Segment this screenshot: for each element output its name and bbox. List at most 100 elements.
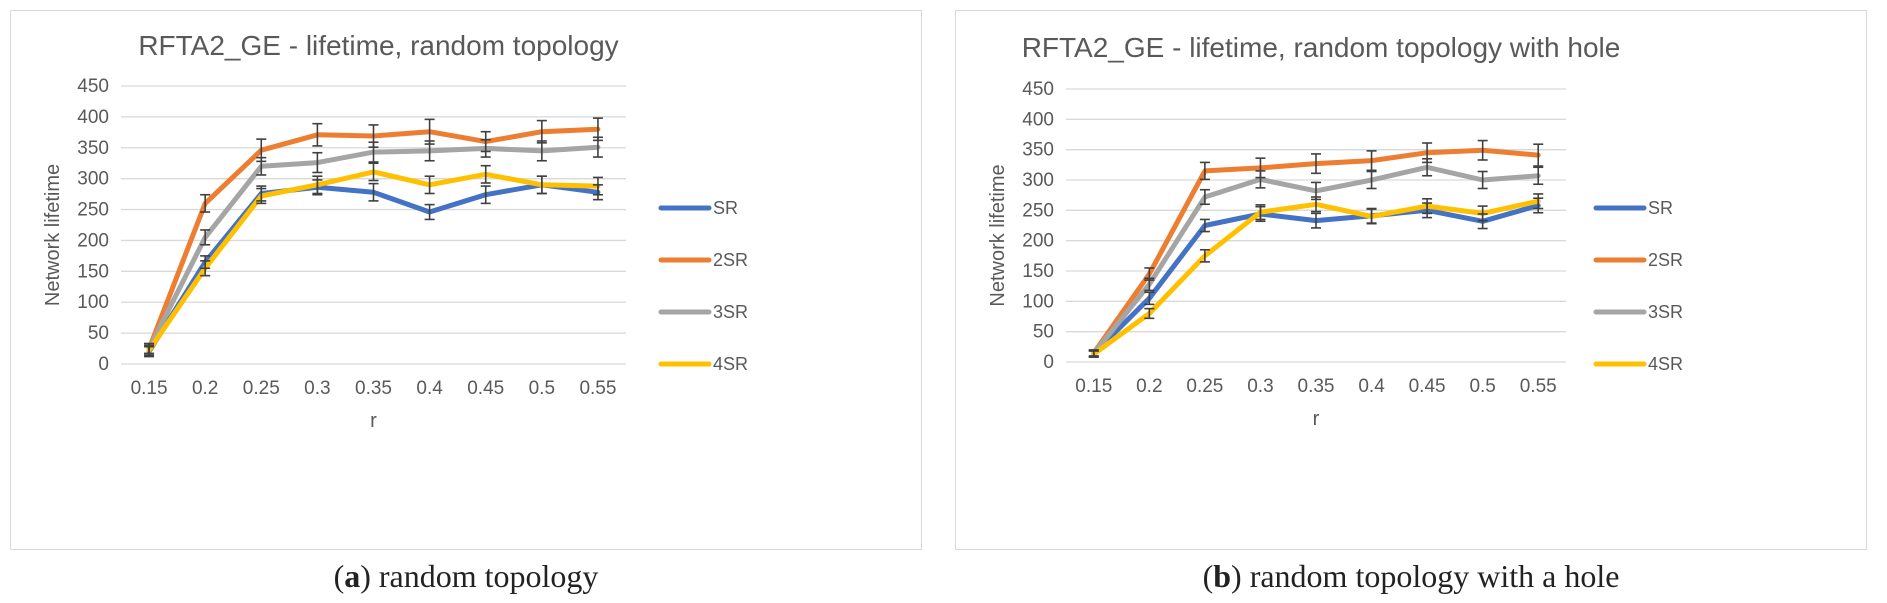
chart-a-svg: RFTA2_GE - lifetime, random topology 0 50 1… bbox=[42, 30, 748, 432]
chart-b-x-tick-label: 0.2 bbox=[1136, 376, 1162, 397]
chart-b-x-tick-label: 0.35 bbox=[1298, 376, 1335, 397]
chart-b-error-bar bbox=[1533, 166, 1544, 186]
chart-b-x-tick-label: 0.4 bbox=[1358, 376, 1385, 397]
chart-b-error-bar bbox=[1533, 193, 1544, 210]
chart-a-error-bar bbox=[256, 187, 267, 205]
chart-a-error-bar bbox=[592, 176, 603, 196]
chart-b-y-tick-label: 150 bbox=[1022, 261, 1054, 282]
chart-b-error-bar bbox=[1477, 205, 1488, 222]
chart-a-y-tick-label: 250 bbox=[77, 200, 109, 221]
chart-a-x-tick-label: 0.25 bbox=[243, 378, 280, 399]
chart-b-legend-label-3sr: 3SR bbox=[1648, 302, 1683, 322]
chart-a-error-bar bbox=[480, 138, 491, 158]
caption-a: (a) random topology bbox=[333, 558, 599, 594]
chart-b-y-tick-label: 350 bbox=[1022, 140, 1054, 161]
chart-a-error-bar bbox=[312, 175, 323, 195]
chart-a-x-tick-label: 0.4 bbox=[416, 378, 443, 399]
chart-a-x-tick-label: 0.35 bbox=[355, 378, 392, 399]
chart-a-title: RFTA2_GE - lifetime, random topology bbox=[138, 30, 618, 61]
chart-a-y-tick-label: 450 bbox=[77, 76, 109, 97]
chart-a-error-bar bbox=[368, 162, 379, 182]
chart-a-error-bar bbox=[256, 156, 267, 176]
chart-a-x-tick-label: 0.2 bbox=[192, 378, 218, 399]
chart-a-error-bar bbox=[144, 344, 155, 357]
caption-a-text: random topology bbox=[378, 558, 599, 594]
chart-a-legend-label-2sr: 2SR bbox=[713, 250, 748, 270]
chart-a-x-tick-label: 0.55 bbox=[579, 378, 616, 399]
chart-a-y-tick-label: 100 bbox=[77, 292, 109, 313]
chart-a-error-bar bbox=[536, 175, 547, 195]
chart-b-x-tick-label: 0.45 bbox=[1409, 376, 1446, 397]
chart-b-error-bar bbox=[1199, 188, 1210, 206]
chart-b-y-tick-label: 300 bbox=[1022, 170, 1054, 191]
chart-b-error-bar bbox=[1255, 204, 1266, 221]
chart-a-legend-label-4sr: 4SR bbox=[713, 354, 748, 374]
chart-b-error-bar bbox=[1311, 212, 1321, 229]
chart-a-x-axis-label: r bbox=[370, 410, 377, 432]
chart-a-error-bar bbox=[368, 182, 379, 202]
chart-a-legend-label-3sr: 3SR bbox=[713, 302, 748, 322]
chart-a-error-bar bbox=[480, 164, 491, 184]
chart-b-legend-label-2sr: 2SR bbox=[1648, 250, 1683, 270]
chart-b-error-bar bbox=[1199, 161, 1210, 181]
chart-a-error-bar bbox=[424, 175, 435, 195]
chart-b-error-bar bbox=[1477, 139, 1488, 161]
chart-a-error-bar bbox=[200, 193, 211, 213]
chart-a-error-bar bbox=[200, 260, 211, 277]
chart-a-x-tick-label: 0.15 bbox=[131, 378, 168, 399]
chart-b-error-bar bbox=[1366, 208, 1377, 225]
chart-a-error-bar bbox=[312, 151, 323, 174]
chart-a-x-tick-label: 0.5 bbox=[529, 378, 555, 399]
chart-b-legend-label-4sr: 4SR bbox=[1648, 354, 1683, 374]
chart-b-y-tick-label: 0 bbox=[1043, 352, 1054, 373]
chart-b-error-bar bbox=[1199, 218, 1210, 233]
chart-b-error-bar bbox=[1144, 277, 1155, 292]
chart-b-legend-label-sr: SR bbox=[1648, 198, 1673, 218]
chart-b-error-bar bbox=[1422, 198, 1433, 215]
chart-b-x-tick-label: 0.15 bbox=[1075, 376, 1112, 397]
chart-a-error-bar bbox=[536, 140, 547, 162]
chart-a-y-tick-label: 150 bbox=[77, 261, 109, 282]
chart-a-error-bar bbox=[368, 141, 379, 163]
chart-b-error-bar bbox=[1311, 153, 1321, 175]
chart-a-error-bar bbox=[424, 203, 435, 221]
chart-b-error-bar bbox=[1144, 291, 1155, 306]
chart-b-y-axis-label: Network lifetime bbox=[987, 164, 1009, 306]
chart-b-error-bar bbox=[1366, 150, 1377, 172]
chart-a-y-tick-label: 350 bbox=[77, 138, 109, 159]
chart-a-error-bar bbox=[480, 185, 491, 205]
chart-a-y-tick-label: 0 bbox=[98, 354, 109, 375]
chart-a-y-tick-label: 400 bbox=[77, 107, 109, 128]
chart-b-error-bar bbox=[1477, 170, 1488, 190]
chart-b-error-bar bbox=[1144, 307, 1155, 320]
chart-panel-a: RFTA2_GE - lifetime, random topology 0 50 1… bbox=[10, 10, 922, 550]
chart-b-x-tick-label: 0.5 bbox=[1469, 376, 1495, 397]
caption-b-letter: b bbox=[1213, 558, 1232, 594]
chart-a-y-tick-label: 50 bbox=[88, 323, 109, 344]
chart-b-svg: RFTA2_GE - lifetime, random topology wit… bbox=[987, 32, 1683, 430]
chart-b-x-tick-label: 0.25 bbox=[1186, 376, 1223, 397]
chart-b-y-tick-label: 250 bbox=[1022, 200, 1054, 221]
chart-a-error-bar bbox=[592, 136, 603, 158]
chart-b-y-tick-label: 50 bbox=[1033, 322, 1054, 343]
chart-a-error-bar bbox=[424, 140, 435, 162]
chart-b-error-bar bbox=[1311, 196, 1321, 213]
chart-a-x-tick-label: 0.3 bbox=[304, 378, 330, 399]
chart-b-error-bar bbox=[1422, 157, 1433, 177]
chart-a-error-bar bbox=[200, 229, 211, 246]
chart-b-error-bar bbox=[1533, 143, 1544, 167]
chart-panel-b: RFTA2_GE - lifetime, random topology wit… bbox=[955, 10, 1867, 550]
caption-a-letter: a bbox=[344, 558, 361, 594]
chart-b-error-bar bbox=[1088, 350, 1099, 358]
chart-b-x-tick-label: 0.55 bbox=[1520, 376, 1557, 397]
chart-b-y-tick-label: 100 bbox=[1022, 291, 1054, 312]
chart-b-error-bar bbox=[1199, 248, 1210, 263]
chart-a-y-tick-label: 200 bbox=[77, 230, 109, 251]
chart-b-title: RFTA2_GE - lifetime, random topology wit… bbox=[1022, 32, 1621, 63]
caption-b: (b) random topology with a hole bbox=[1202, 558, 1620, 594]
chart-b-y-tick-label: 400 bbox=[1022, 109, 1054, 130]
chart-b-y-tick-label: 450 bbox=[1022, 79, 1054, 100]
chart-a-error-bar bbox=[312, 122, 323, 147]
chart-b-error-bar bbox=[1255, 170, 1266, 189]
chart-b-error-bar bbox=[1366, 170, 1377, 190]
